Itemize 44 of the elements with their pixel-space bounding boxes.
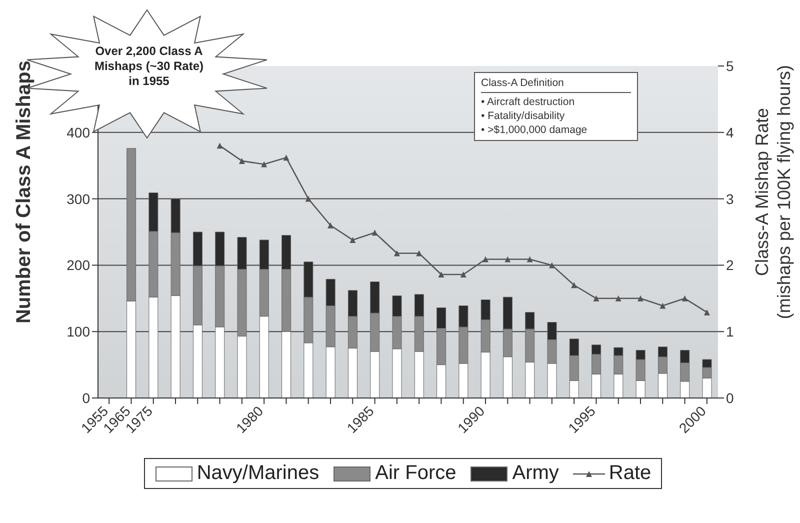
y2-tick-label: 0 [726,390,734,406]
annotation: • Fatality/disability [481,109,566,123]
legend-label: Rate [608,462,652,485]
point [482,256,488,262]
point [238,158,245,164]
point [261,161,268,168]
y-tick-label: 200 [66,257,90,274]
point [216,142,223,149]
y-axis-title: Number of Class A Mishaps [13,60,35,324]
point [615,295,622,302]
y2-tick-label: 3 [726,190,734,207]
point [638,295,644,302]
legend-label: Navy/Marines [196,462,320,485]
annotation: Over 2,200 Class A Mishaps (~30 Rate) in 1955 [93,44,205,89]
point [704,309,710,316]
annotation: Class-A Definition [481,76,631,93]
point [526,256,533,262]
point [660,302,666,309]
point [504,256,511,262]
y2-tick-label: 2 [726,257,734,274]
annotation: • Aircraft destruction [481,95,576,109]
y2-tick-label: 4 [726,124,734,140]
legend-label: Air Force [375,462,456,485]
point [328,222,334,228]
point [283,154,290,161]
point [460,271,466,278]
y2-axis-title: Class-A Mishap Rate (mishaps per 100K flying hours) [752,64,794,320]
legend-label: Army [512,462,559,485]
y-tick-label: 0 [82,390,90,406]
y2-tick-label: 1 [726,324,734,340]
y-tick-label: 400 [66,124,90,140]
point [548,262,555,268]
point [593,295,600,302]
point [350,236,356,243]
point [394,250,400,256]
point [438,271,444,278]
point [372,230,378,236]
y-tick-label: 100 [66,324,90,340]
point [305,196,312,202]
y-tick-label: 300 [66,190,90,207]
annotation: • >$1,000,000 damage [481,123,588,137]
point [682,295,688,302]
point [571,282,578,288]
y2-tick-label: 5 [726,58,734,74]
